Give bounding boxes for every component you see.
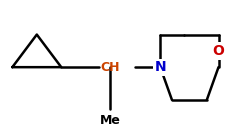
Text: O: O (212, 44, 224, 58)
Text: N: N (154, 60, 166, 74)
Text: CH: CH (101, 61, 120, 74)
Text: Me: Me (100, 114, 121, 127)
